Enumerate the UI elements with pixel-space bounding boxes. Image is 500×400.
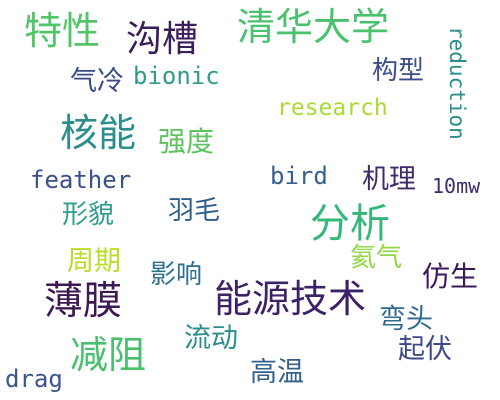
word-baomo: 薄膜: [44, 279, 123, 324]
word-jianzu: 减阻: [70, 333, 147, 377]
word-haiqi: 氦气: [350, 243, 403, 273]
word-qileng: 气冷: [70, 66, 124, 97]
word-yumao: 羽毛: [168, 196, 221, 226]
word-qiangdu: 强度: [158, 125, 215, 158]
word-drag: drag: [5, 365, 63, 393]
word-liudong: 流动: [184, 323, 238, 354]
word-qifu: 起伏: [398, 334, 452, 365]
word-fenxi: 分析: [310, 201, 390, 247]
word-zhouqi: 周期: [67, 246, 121, 277]
word-goucao: 沟槽: [126, 19, 199, 60]
word-10mw: 10mw: [432, 174, 481, 198]
word-gouxing: 构型: [372, 56, 425, 86]
word-heneng: 核能: [60, 111, 137, 155]
word-qinghua-daxue: 清华大学: [237, 5, 390, 49]
word-gaowen: 高温: [250, 357, 304, 388]
word-research: research: [277, 95, 388, 121]
word-jili: 机理: [362, 164, 416, 195]
word-bird: bird: [270, 162, 328, 190]
word-fangsheng: 仿生: [422, 260, 479, 293]
word-reduction: reduction: [445, 26, 469, 140]
word-bionic: bionic: [133, 62, 220, 90]
word-yingxiang: 影响: [150, 260, 203, 290]
word-nengyuan-jishu: 能源技术: [214, 277, 367, 321]
word-texing: 特性: [24, 9, 101, 53]
word-wantou: 弯头: [379, 304, 433, 335]
word-xingmao: 形貌: [62, 200, 115, 230]
word-feather: feather: [30, 166, 132, 194]
